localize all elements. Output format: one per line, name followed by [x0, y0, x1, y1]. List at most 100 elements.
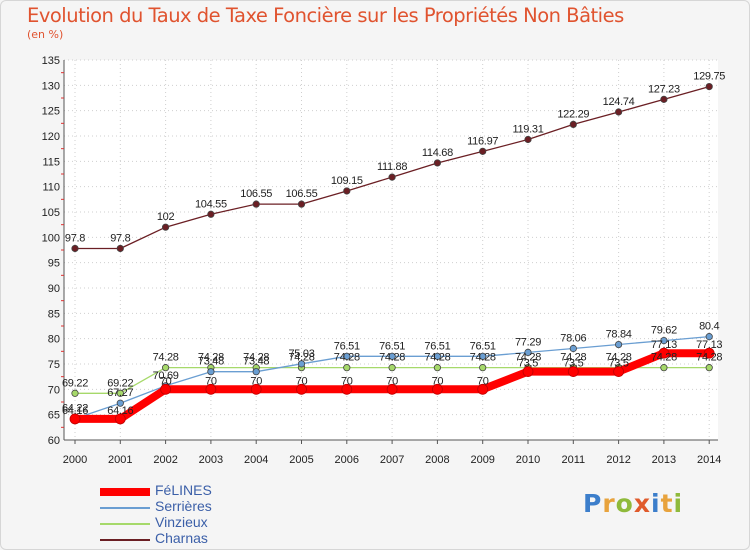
legend-swatch	[100, 488, 150, 496]
data-point	[162, 364, 170, 372]
data-point	[660, 336, 668, 345]
data-label: 76.51	[470, 340, 496, 352]
data-label: 69.22	[62, 377, 88, 389]
data-point	[569, 120, 577, 128]
x-tick-label: 2011	[561, 454, 585, 466]
y-tick-label: 120	[42, 131, 60, 143]
data-point	[569, 344, 577, 353]
series-group	[69, 83, 715, 425]
data-point	[658, 347, 670, 359]
data-label: 106.55	[286, 188, 318, 200]
data-label: 74.28	[288, 352, 314, 364]
logo-letter: x	[633, 489, 651, 518]
data-point	[433, 159, 441, 167]
data-label: 106.55	[240, 188, 272, 200]
data-label: 70	[477, 375, 489, 387]
data-label: 70.69	[153, 370, 179, 382]
gridlines	[64, 59, 718, 441]
data-point	[296, 383, 307, 395]
x-tick-label: 2012	[606, 454, 630, 466]
y-tick-label: 85	[48, 308, 60, 320]
data-point	[388, 352, 396, 360]
data-point	[660, 95, 668, 103]
data-point	[705, 333, 713, 341]
data-point	[703, 347, 715, 359]
data-point	[477, 383, 489, 395]
data-label: 74.28	[379, 352, 405, 364]
data-label: 80.4	[699, 321, 719, 333]
data-point	[388, 364, 396, 372]
legend-label: FéLINES	[155, 482, 212, 498]
data-label: 124.74	[603, 96, 635, 108]
data-point	[479, 352, 487, 360]
data-point	[705, 83, 713, 91]
y-tick-label: 65	[48, 410, 60, 422]
data-label: 70	[341, 375, 353, 387]
legend-swatch	[100, 523, 150, 525]
data-point	[433, 352, 441, 360]
x-tick-label: 2000	[63, 454, 87, 466]
x-tick-label: 2013	[652, 454, 676, 466]
data-point	[205, 383, 217, 395]
data-label: 79.62	[651, 325, 677, 337]
data-label: 74.28	[424, 352, 450, 364]
data-label: 74.28	[651, 352, 677, 364]
y-unit-label: (en %)	[27, 28, 64, 41]
legend-label: Serrières	[155, 498, 212, 514]
data-label: 74.28	[153, 352, 179, 364]
data-label: 73.5	[563, 358, 583, 370]
x-tick-label: 2002	[153, 454, 177, 466]
data-label: 64.16	[107, 405, 133, 417]
data-label: 74.28	[198, 352, 224, 364]
data-point	[614, 108, 623, 116]
data-label: 73.5	[518, 358, 538, 370]
y-tick-label: 105	[42, 207, 60, 219]
data-point	[116, 399, 124, 407]
data-point	[522, 366, 534, 378]
x-tick-label: 2006	[335, 454, 359, 466]
data-label: 74.28	[606, 352, 632, 364]
data-point	[207, 368, 215, 376]
y-tick-label: 95	[48, 258, 60, 270]
data-point	[660, 364, 668, 372]
data-label: 76.51	[379, 340, 405, 352]
data-point	[162, 223, 170, 231]
y-tick-label: 100	[42, 232, 60, 244]
data-label: 70	[250, 375, 262, 387]
data-label: 73.48	[198, 356, 224, 368]
x-tick-label: 2005	[289, 454, 313, 466]
data-label: 64.16	[62, 405, 88, 417]
legend-swatch	[100, 507, 150, 509]
data-label: 114.68	[422, 147, 453, 159]
data-point	[341, 383, 353, 395]
logo-letter: P	[583, 489, 603, 518]
data-label: 73.5	[608, 358, 628, 370]
data-point	[250, 383, 262, 395]
data-label: 70	[432, 375, 444, 387]
x-tick-label: 2004	[244, 454, 268, 466]
data-point	[160, 383, 172, 395]
data-label: 74.28	[334, 352, 360, 364]
x-tick-label: 2009	[470, 454, 494, 466]
data-point	[114, 413, 126, 425]
legend-label: Charnas	[155, 530, 208, 546]
data-label: 70	[205, 375, 217, 387]
logo-letter: i	[651, 489, 661, 518]
legend-swatch	[100, 539, 150, 541]
x-tick-label: 2014	[697, 454, 721, 466]
data-label: 76.51	[334, 340, 360, 352]
data-point	[431, 383, 443, 395]
y-tick-label: 110	[42, 182, 60, 194]
data-point	[252, 368, 260, 376]
data-label: 74.28	[560, 352, 586, 364]
data-label: 104.55	[195, 198, 227, 210]
data-point	[343, 352, 351, 360]
data-label: 74.28	[515, 352, 541, 364]
y-tick-label: 90	[48, 283, 60, 295]
data-label: 116.97	[467, 135, 498, 147]
data-label: 111.88	[377, 161, 407, 173]
x-tick-label: 2001	[108, 454, 132, 466]
data-point	[614, 340, 623, 349]
data-point	[71, 244, 79, 253]
